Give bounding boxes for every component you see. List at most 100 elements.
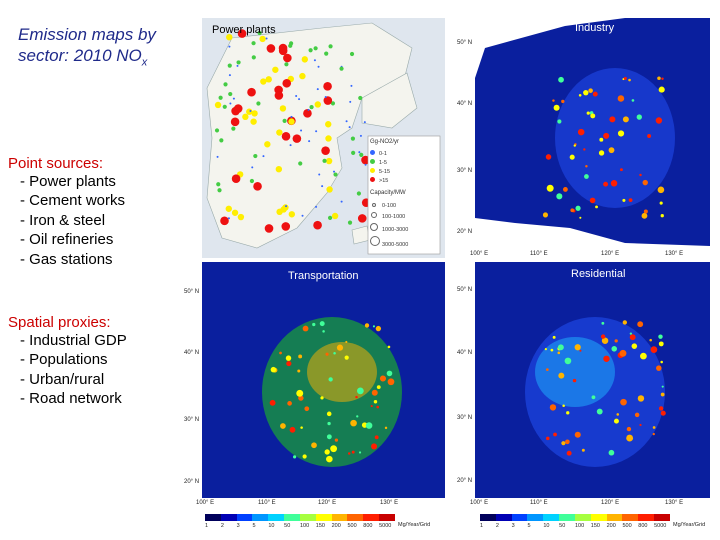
power-plant-dot <box>262 155 265 158</box>
emission-hotspot <box>302 325 309 332</box>
emission-legend-item: 5-15 <box>370 168 390 177</box>
emission-hotspot <box>334 438 339 442</box>
emission-hotspot <box>608 449 615 456</box>
power-plant-dot <box>257 30 262 36</box>
industry-map: Industry <box>475 18 710 246</box>
emission-hotspot <box>566 450 572 456</box>
emission-hotspot <box>658 86 665 93</box>
emission-hotspot <box>358 451 362 454</box>
list-item: - Iron & steel <box>20 211 106 229</box>
emission-hotspot <box>544 348 547 351</box>
emission-hotspot <box>302 454 307 459</box>
power-plant-dot <box>228 45 231 48</box>
power-plant-dot <box>219 138 224 143</box>
capacity-legend: 0-100 100-1000 1000-3000 3000-5000 <box>370 201 408 251</box>
power-plant-dot <box>226 34 233 41</box>
list-item: - Cement works <box>20 192 126 210</box>
emission-hotspot <box>269 399 276 406</box>
power-plant-dot <box>275 165 283 173</box>
power-plant-dot <box>309 105 314 110</box>
color-scale-swatch <box>252 514 269 521</box>
color-scale-swatch <box>495 514 512 521</box>
capacity-legend-item: 3000-5000 <box>370 236 408 251</box>
power-plant-dot <box>307 108 310 111</box>
emission-hotspot <box>569 154 575 160</box>
emission-hotspot <box>347 452 351 455</box>
emission-hotspot <box>661 77 664 80</box>
emission-hotspot <box>584 174 589 179</box>
emission-hotspot <box>327 421 331 426</box>
emission-hotspot <box>660 360 663 364</box>
emission-hotspot <box>285 355 292 361</box>
emission-hotspot <box>376 385 381 390</box>
emission-hotspot <box>619 168 623 172</box>
emission-hotspot <box>330 445 338 453</box>
color-scale-swatch <box>480 514 496 521</box>
transportation-map: Transportation <box>202 262 445 498</box>
power-plant-dot <box>328 44 333 49</box>
power-plant-dot <box>250 118 257 125</box>
color-scale-value: 10 <box>268 523 275 529</box>
color-scale-value: 5000 <box>654 523 667 529</box>
emission-hotspot <box>660 214 664 218</box>
color-scale-swatch <box>543 514 560 521</box>
color-scale-swatch <box>331 514 348 521</box>
lat-label: 20° N <box>457 229 473 235</box>
emission-hotspot <box>374 435 379 440</box>
lat-label: 50° N <box>457 40 473 46</box>
power-plant-dot <box>236 60 241 65</box>
power-plant-dot <box>331 212 339 220</box>
lon-label: 100° E <box>470 251 489 257</box>
emission-hotspot <box>371 389 378 396</box>
power-plant-dot <box>350 84 353 87</box>
power-plant-dot <box>265 76 272 83</box>
emission-hotspot <box>375 325 382 332</box>
emission-hotspot <box>595 205 598 209</box>
power-plant-dot <box>357 214 367 223</box>
power-plant-dot <box>227 63 232 68</box>
power-plant-dot <box>301 56 309 63</box>
lat-label: 20° N <box>457 478 473 484</box>
emission-hotspot <box>616 413 620 416</box>
power-plant-dot <box>318 173 321 176</box>
lon-label: 110° E <box>530 500 548 506</box>
emission-hotspot <box>344 355 349 360</box>
emission-hotspot <box>609 116 616 123</box>
emission-hotspot <box>583 89 589 96</box>
power-plant-dot <box>361 155 370 165</box>
emission-hotspot <box>649 338 652 342</box>
emission-hotspot <box>304 406 310 412</box>
emission-hotspot <box>585 165 588 168</box>
emission-hotspot <box>583 148 586 151</box>
emission-hotspot <box>311 442 317 449</box>
power-plant-dot <box>323 82 332 91</box>
emission-hotspot <box>298 354 303 359</box>
emission-hotspot <box>345 340 348 344</box>
power-plant-dot <box>288 118 295 125</box>
color-scale-value: 150 <box>590 523 600 529</box>
emission-hotspot <box>293 455 297 459</box>
power-plant-dot <box>260 78 267 85</box>
power-plant-dot <box>290 115 293 118</box>
residential-map: Residential <box>475 262 710 498</box>
color-scale-value: 500 <box>622 523 632 529</box>
lon-label: 120° E <box>318 500 337 506</box>
power-plant-dot <box>220 216 229 226</box>
emission-hotspot <box>622 198 626 202</box>
color-scale-value: 10 <box>543 523 550 529</box>
color-scale-swatch <box>574 514 591 521</box>
power-plant-dot <box>249 110 252 113</box>
emission-hotspot <box>586 111 590 115</box>
emission-hotspot <box>628 78 631 82</box>
emission-hotspot <box>270 366 277 373</box>
power-plant-dot <box>225 205 232 212</box>
power-plant-dot <box>251 55 256 60</box>
emission-hotspot <box>379 375 387 382</box>
emission-hotspot <box>637 321 644 328</box>
power-plant-dot <box>276 129 283 136</box>
emission-hotspot <box>326 434 332 440</box>
color-scale-swatch <box>347 514 364 521</box>
color-scale-value: 5 <box>527 523 531 529</box>
industry-hotspots <box>542 76 665 219</box>
emission-hotspot <box>356 415 359 418</box>
